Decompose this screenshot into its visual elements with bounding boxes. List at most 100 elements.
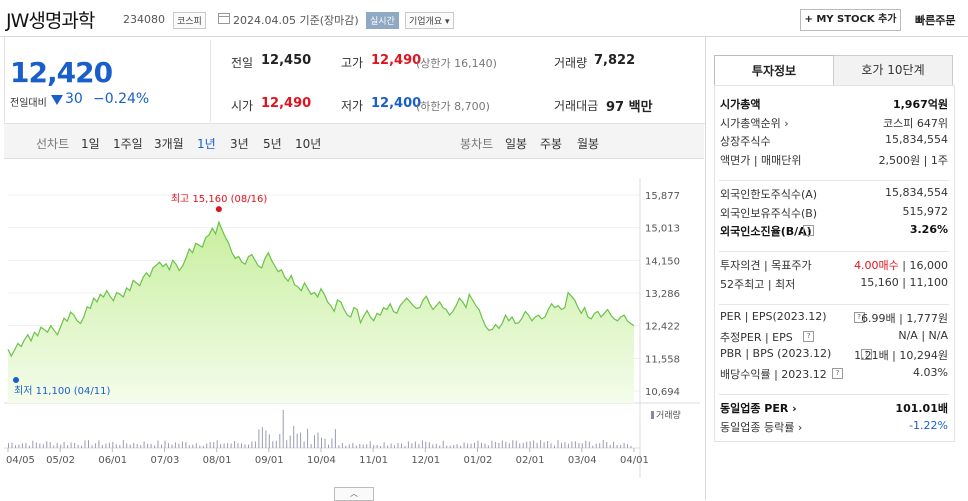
info-key[interactable]: 시가총액순위 › [720,116,789,130]
period-1d[interactable]: 1일 [81,137,100,151]
period-5y[interactable]: 5년 [263,137,282,151]
info-value: 1,967억원 [892,98,948,111]
low-label: 저가 [341,99,364,113]
realtime-button[interactable]: 실시간 [366,12,399,29]
volume-bar [359,443,361,448]
high-value: 12,490 [371,53,422,68]
volume-bar [401,443,402,448]
min-marker [13,377,19,383]
price-chart[interactable]: 15,877 15,013 14,150 13,286 12,422 11,558 10,6… [4,178,700,478]
down-arrow-icon [51,95,63,105]
x-tick-label: 11/01 [359,455,388,466]
volume-bar [606,442,608,448]
x-tick-label: 01/02 [464,455,493,466]
volume-bar [449,445,451,448]
volume-bar [630,445,632,448]
x-tick-label: 07/03 [151,455,180,466]
investment-panel [705,37,968,500]
volume-bar [213,442,215,448]
candle-weekly[interactable]: 주봉 [540,137,563,151]
divider [210,40,211,122]
volume-bar [202,445,204,448]
price-line [7,220,635,358]
volume-bar [150,443,152,448]
candle-chart-label: 봉차트 [460,137,494,151]
volume-bar [237,443,239,448]
period-3m[interactable]: 3개월 [154,137,184,151]
market-badge: 코스피 [173,12,206,29]
info-row: 액면가 | 매매단위 2,500원 | 1주 [720,152,948,170]
info-key[interactable]: 동일업종 PER › [720,402,797,415]
prev-close-label: 전일 [231,56,254,70]
volume-bar [317,432,319,448]
y-tick-label: 10,694 [645,387,680,398]
tab-investment-info[interactable]: 투자정보 [714,55,834,86]
candle-monthly[interactable]: 월봉 [577,137,600,151]
x-tick-label: 08/01 [203,455,232,466]
y-tick-label: 14,150 [645,256,680,267]
candle-daily[interactable]: 일봉 [505,137,528,151]
volume-bar [77,444,79,448]
volume-bar [216,440,218,448]
volume-bar [74,443,76,448]
volume-bar [84,440,86,448]
help-icon[interactable]: ? [803,225,815,237]
volume-bar [241,443,242,448]
volume-bar [425,441,427,448]
add-my-stock-button[interactable]: + MY STOCK 추가 [800,9,901,31]
volume-bar [404,445,406,448]
volume-bar [136,444,138,448]
help-icon[interactable]: ? [832,367,843,379]
period-3y[interactable]: 3년 [230,137,249,151]
volume-bar [376,445,378,448]
info-key[interactable]: 동일업종 등락률 › [720,420,803,434]
volume-bar [543,442,545,448]
lower-limit: (하한가 8,700) [416,100,490,113]
volume-bar [56,443,58,448]
volume-bar [154,445,156,448]
expand-chart-button[interactable]: ︿ [334,487,374,501]
period-10y[interactable]: 10년 [295,137,322,151]
quick-order-button[interactable]: 빠른주문 [915,14,956,27]
volume-bar [421,440,423,448]
volume-bar [418,444,420,448]
help-icon[interactable]: ? [860,349,872,361]
volume-bar [484,443,486,448]
info-key: 추정PER | EPS [720,330,793,344]
section-divider [719,394,949,395]
y-tick-label: 11,558 [645,354,680,365]
volume-label: 거래량 [554,56,588,70]
volume-bar [39,443,41,448]
help-icon[interactable]: ? [803,330,815,342]
volume-bar [46,441,48,448]
volume-legend: 거래량 [656,409,681,421]
volume-bar [178,443,180,448]
info-value: -1.22% [909,418,948,432]
volume-bar [352,443,354,448]
info-row: 동일업종 PER › 101.01배 [720,400,948,418]
help-icon[interactable]: ? [853,312,865,323]
period-1w[interactable]: 1주일 [113,137,143,151]
section-divider [719,180,949,181]
tab-quote-10-levels[interactable]: 호가 10단계 [833,55,953,86]
volume-bar [481,442,482,448]
volume-bar [112,442,114,448]
volume-bar [275,440,277,448]
volume-bar [81,445,82,448]
volume-bar [293,426,295,448]
volume-bar [536,442,538,448]
period-1y[interactable]: 1년 [197,137,216,151]
volume-bar [540,440,542,448]
volume-bar [515,440,517,448]
y-tick-label: 12,422 [645,322,680,333]
volume-bar [122,440,124,448]
volume-bar [168,443,169,448]
company-info-dropdown[interactable]: 기업개요 ▾ [405,12,454,29]
volume-bar [171,444,173,448]
volume-bar [321,437,322,448]
volume-bar [223,443,225,448]
info-row: 투자의견 | 목표주가 4.00매수 | 16,000 [720,257,948,275]
info-value: 6.99배 | 1,777원 [861,312,948,325]
volume-bar [508,443,510,448]
volume-bar [192,444,194,448]
